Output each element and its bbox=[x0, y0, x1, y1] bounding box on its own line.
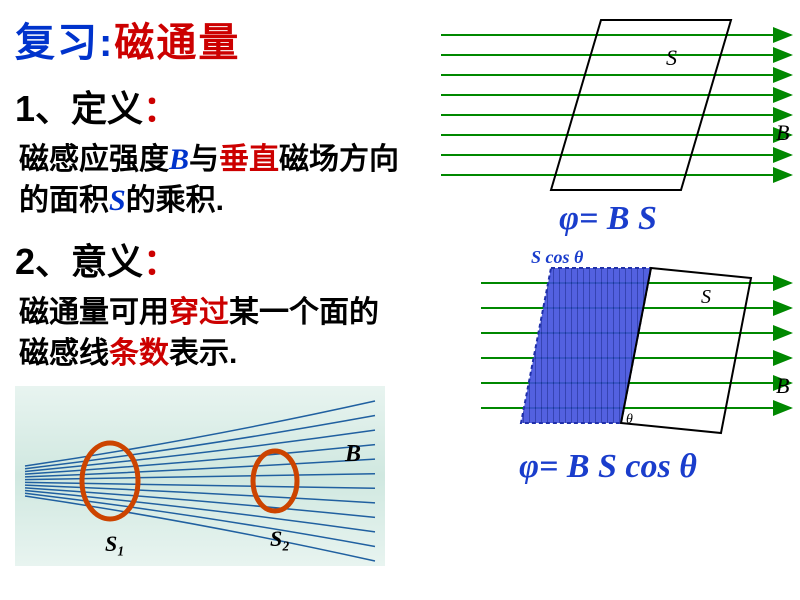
d2-s-label: S bbox=[701, 286, 711, 308]
title-part2: 磁通量 bbox=[114, 21, 240, 65]
s1B: B bbox=[169, 143, 189, 176]
d2-b-label: B bbox=[776, 373, 789, 398]
s2r1: 穿过 bbox=[169, 296, 229, 329]
s1S: S bbox=[109, 184, 126, 217]
d1-s-label: S bbox=[666, 45, 677, 70]
ring-s1 bbox=[82, 443, 138, 519]
d2-projection bbox=[521, 268, 651, 423]
section1-head: 1、定义： bbox=[15, 80, 406, 132]
ring-s2 bbox=[253, 451, 297, 511]
b-label-bottom: B bbox=[344, 441, 361, 467]
s1perp: 垂直 bbox=[219, 143, 279, 176]
formula1: φ= B S bbox=[421, 200, 795, 238]
diagram1: S B bbox=[421, 5, 795, 205]
slide: 复习:磁通量 1、定义： 磁感应强度B与垂直磁场方向的面积S的乘积. 2、意义：… bbox=[0, 0, 800, 600]
formula2: φ= B S cos θ bbox=[421, 448, 795, 486]
s2-label: S₂ bbox=[270, 526, 290, 551]
sec2-colon: ： bbox=[143, 241, 179, 282]
s1p2: 与 bbox=[189, 143, 219, 176]
f2-phi: φ bbox=[519, 448, 539, 485]
page-title: 复习:磁通量 bbox=[15, 10, 406, 68]
f1-B: B bbox=[607, 200, 638, 237]
f2-rest: B S cos θ bbox=[567, 448, 697, 485]
s1p1: 磁感应强度 bbox=[19, 143, 169, 176]
bottom-diagram: S₁ S₂ B bbox=[15, 386, 385, 566]
s2p1: 磁通量可用 bbox=[19, 296, 169, 329]
diagram1-svg: S B bbox=[421, 5, 800, 205]
section2-body: 磁通量可用穿过某一个面的磁感线条数表示. bbox=[15, 293, 406, 374]
f2-eq: = bbox=[539, 448, 567, 485]
diagram2-svg: S cos θ S B θ bbox=[421, 243, 800, 453]
diagram2: S cos θ S B θ bbox=[421, 243, 795, 453]
left-column: 复习:磁通量 1、定义： 磁感应强度B与垂直磁场方向的面积S的乘积. 2、意义：… bbox=[0, 0, 416, 600]
d1-b-label: B bbox=[776, 120, 789, 145]
sec1-colon: ： bbox=[143, 88, 179, 129]
sec1-num: 1、 bbox=[15, 88, 71, 129]
d2-scos-label: S cos θ bbox=[531, 247, 584, 267]
bottom-svg: S₁ S₂ B bbox=[15, 386, 385, 566]
s2r2: 条数 bbox=[109, 337, 169, 370]
f1-phi: φ bbox=[559, 200, 579, 237]
sec2-num: 2、 bbox=[15, 241, 71, 282]
d1-arrows-group bbox=[441, 35, 791, 175]
field-lines-group bbox=[25, 401, 375, 561]
s1-label: S₁ bbox=[105, 531, 125, 556]
title-part1: 复习: bbox=[15, 21, 114, 65]
section1-body: 磁感应强度B与垂直磁场方向的面积S的乘积. bbox=[15, 140, 406, 221]
sec1-text: 定义 bbox=[71, 88, 143, 129]
section2-head: 2、意义： bbox=[15, 233, 406, 285]
f1-eq: = bbox=[579, 200, 607, 237]
d1-frame bbox=[551, 20, 731, 190]
sec2-text: 意义 bbox=[71, 241, 143, 282]
f1-S: S bbox=[638, 200, 657, 237]
s1p4: 的乘积. bbox=[126, 184, 224, 217]
right-column: S B φ= B S S c bbox=[416, 0, 800, 600]
d2-theta-label: θ bbox=[626, 412, 633, 427]
s2p3: 表示. bbox=[169, 337, 237, 370]
